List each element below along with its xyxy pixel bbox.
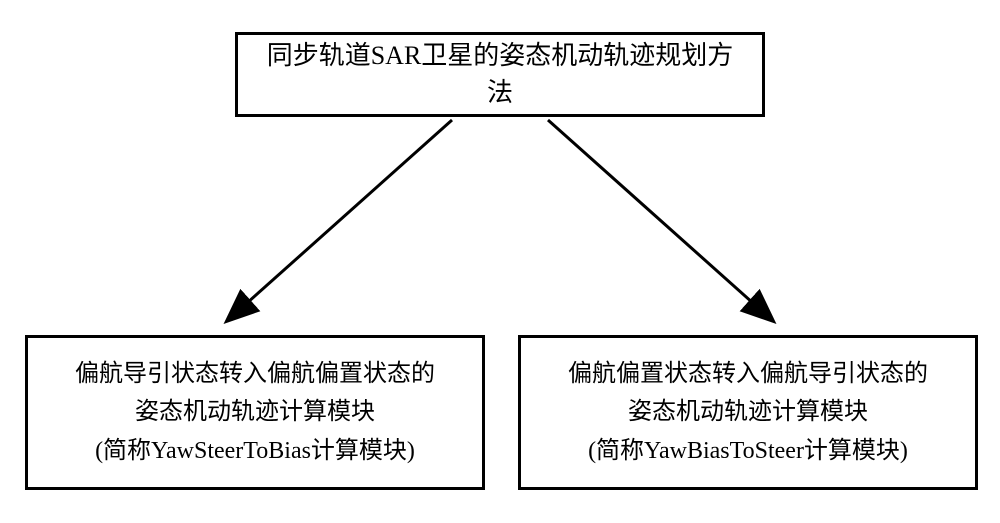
root-node-text: 同步轨道SAR卫星的姿态机动轨迹规划方法 [256, 38, 744, 111]
root-node: 同步轨道SAR卫星的姿态机动轨迹规划方法 [235, 32, 765, 117]
right-node-line2: 姿态机动轨迹计算模块 [568, 393, 928, 431]
left-node-line1: 偏航导引状态转入偏航偏置状态的 [75, 355, 435, 393]
right-node-content: 偏航偏置状态转入偏航导引状态的 姿态机动轨迹计算模块 (简称YawBiasToS… [568, 355, 928, 470]
left-node-line3: (简称YawSteerToBias计算模块) [75, 432, 435, 470]
left-arrow [228, 120, 452, 320]
right-arrow [548, 120, 772, 320]
right-child-node: 偏航偏置状态转入偏航导引状态的 姿态机动轨迹计算模块 (简称YawBiasToS… [518, 335, 978, 490]
right-node-line3: (简称YawBiasToSteer计算模块) [568, 432, 928, 470]
right-node-line1: 偏航偏置状态转入偏航导引状态的 [568, 355, 928, 393]
left-node-line2: 姿态机动轨迹计算模块 [75, 393, 435, 431]
left-node-content: 偏航导引状态转入偏航偏置状态的 姿态机动轨迹计算模块 (简称YawSteerTo… [75, 355, 435, 470]
flowchart-diagram: 同步轨道SAR卫星的姿态机动轨迹规划方法 偏航导引状态转入偏航偏置状态的 姿态机… [0, 0, 1000, 523]
left-child-node: 偏航导引状态转入偏航偏置状态的 姿态机动轨迹计算模块 (简称YawSteerTo… [25, 335, 485, 490]
